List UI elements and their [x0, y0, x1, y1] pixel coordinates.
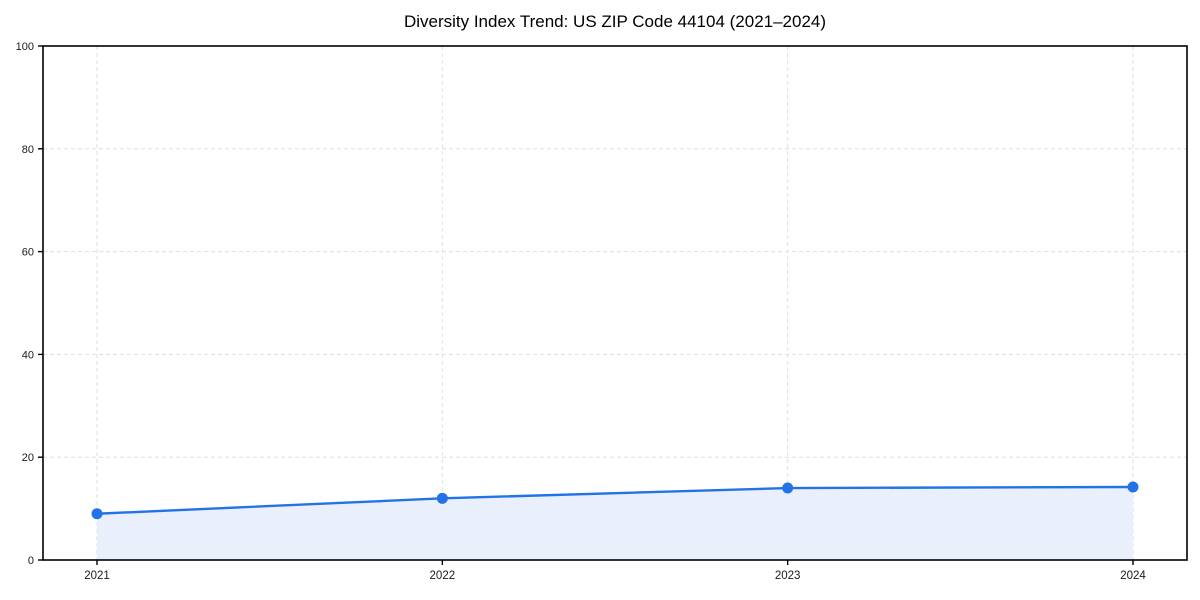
y-tick-label: 0 [28, 555, 34, 567]
x-tick-label: 2022 [430, 570, 456, 582]
plot-border [42, 45, 1188, 561]
x-tick-label: 2024 [1120, 570, 1146, 582]
y-tick-label: 60 [22, 247, 34, 259]
data-point-marker [782, 482, 794, 494]
area-fill [97, 487, 1133, 560]
y-tick-label: 20 [22, 452, 34, 464]
chart-title: Diversity Index Trend: US ZIP Code 44104… [403, 12, 827, 31]
data-point-marker [436, 492, 448, 504]
y-tick-label: 40 [22, 349, 34, 361]
y-tick-label: 100 [16, 41, 34, 53]
x-tick-label: 2021 [84, 570, 110, 582]
data-point-marker [91, 508, 103, 520]
trend-line [95, 485, 1135, 515]
data-point-marker [1127, 481, 1139, 493]
x-tick-label: 2023 [775, 570, 801, 582]
y-tick-label: 80 [22, 144, 34, 156]
